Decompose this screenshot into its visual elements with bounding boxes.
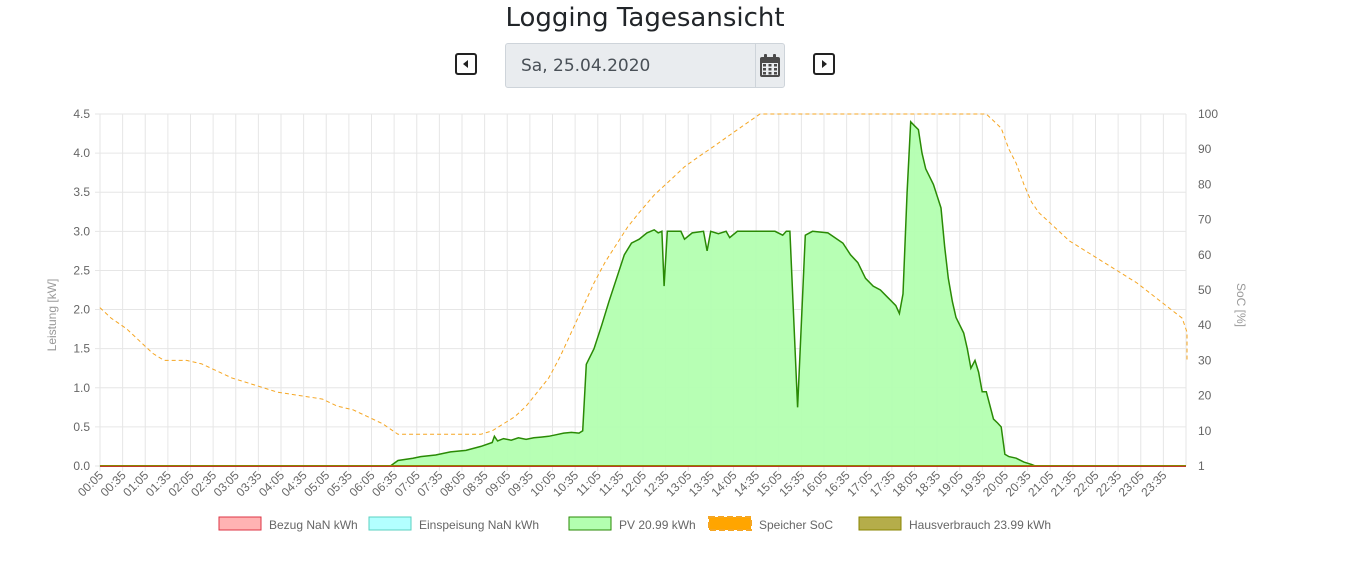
- y2-tick-label: 40: [1198, 318, 1212, 332]
- y-tick-label: 3.0: [73, 224, 90, 238]
- power-chart: 00:0500:3501:0501:3502:0502:3503:0503:35…: [45, 107, 1248, 532]
- legend-swatch: [568, 516, 612, 531]
- x-tick-label: 23:35: [1138, 468, 1169, 499]
- y2-tick-label: 1: [1198, 459, 1205, 473]
- y-tick-label: 4.0: [73, 146, 90, 160]
- x-tick-label: 11:05: [573, 468, 604, 499]
- legend-label: Hausverbrauch 23.99 kWh: [909, 518, 1051, 532]
- page-title: Logging Tagesansicht: [505, 3, 785, 33]
- legend-swatch: [708, 516, 752, 531]
- prev-day-button[interactable]: [455, 53, 477, 75]
- y2-axis-title: SoC [%]: [1234, 283, 1248, 327]
- y-axis-title: Leistung [kW]: [45, 279, 59, 352]
- y2-tick-label: 60: [1198, 248, 1212, 262]
- legend-swatch: [218, 516, 262, 531]
- legend-label: Speicher SoC: [759, 518, 833, 532]
- legend-label: PV 20.99 kWh: [619, 518, 696, 532]
- x-tick-label: 10:35: [550, 468, 581, 499]
- y2-tick-label: 10: [1198, 424, 1212, 438]
- legend-label: Einspeisung NaN kWh: [419, 518, 539, 532]
- legend-swatch: [858, 516, 902, 531]
- y2-tick-label: 80: [1198, 177, 1212, 191]
- y2-tick-label: 20: [1198, 389, 1212, 403]
- y2-tick-label: 70: [1198, 213, 1212, 227]
- y-tick-label: 4.5: [73, 107, 90, 121]
- y-tick-label: 2.0: [73, 303, 90, 317]
- date-picker: [505, 43, 785, 88]
- pv-line: [99, 120, 1183, 467]
- y2-tick-label: 50: [1198, 283, 1212, 297]
- y2-tick-label: 100: [1198, 107, 1218, 121]
- legend-label: Bezug NaN kWh: [269, 518, 358, 532]
- chart-series: [99, 113, 1188, 467]
- y-tick-label: 0.5: [73, 420, 90, 434]
- y-tick-label: 1.5: [73, 342, 90, 356]
- y-tick-label: 2.5: [73, 263, 90, 277]
- calendar-icon: [760, 53, 780, 77]
- calendar-button[interactable]: [755, 44, 784, 87]
- soc-line: [99, 113, 1188, 435]
- y2-tick-label: 30: [1198, 353, 1212, 367]
- legend-swatch: [368, 516, 412, 531]
- y-tick-label: 3.5: [73, 185, 90, 199]
- chart-legend: Bezug NaN kWh Einspeisung NaN kWh PV 20.99…: [218, 516, 1051, 532]
- y-tick-label: 0.0: [73, 459, 90, 473]
- date-input[interactable]: [506, 44, 755, 87]
- y-tick-label: 1.0: [73, 381, 90, 395]
- next-day-button[interactable]: [813, 53, 835, 75]
- caret-right-icon: [822, 60, 827, 68]
- caret-left-icon: [463, 60, 468, 68]
- y2-tick-label: 90: [1198, 142, 1212, 156]
- pv-area: [99, 121, 1183, 467]
